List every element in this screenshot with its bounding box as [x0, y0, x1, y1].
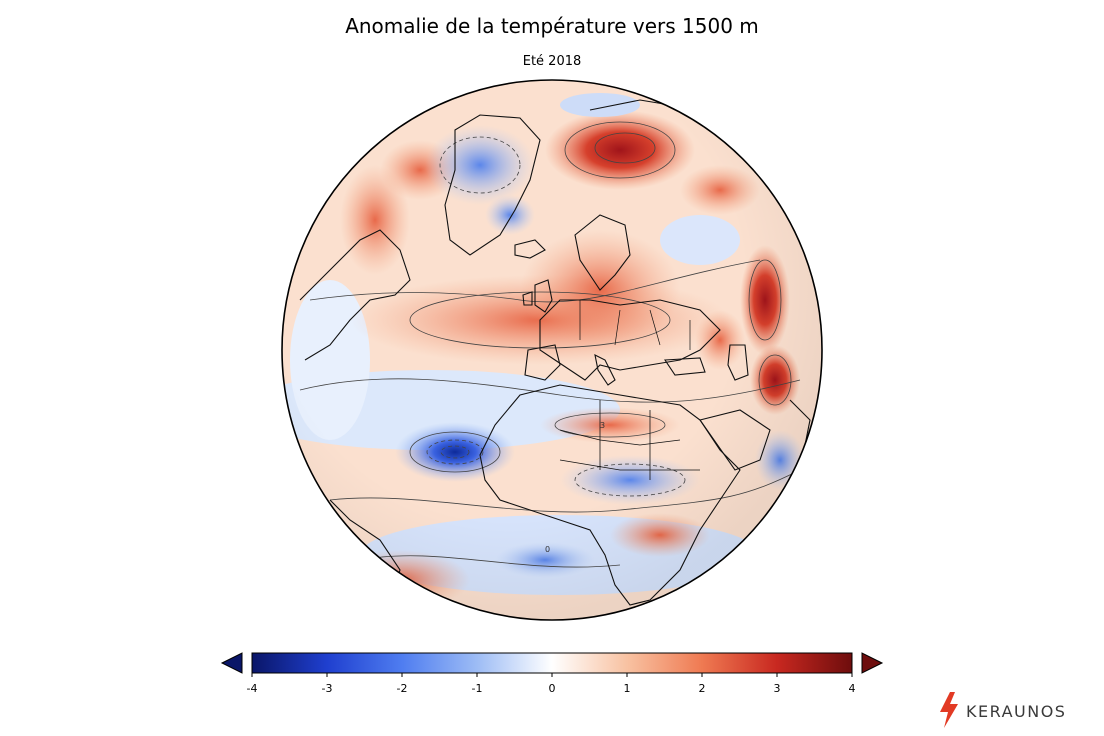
lightning-bolt-icon: [940, 692, 958, 728]
colorbar-tick-label: 2: [699, 682, 706, 695]
brand-name: KERAUNOS: [966, 702, 1067, 721]
colorbar-tick-label: 0: [549, 682, 556, 695]
colorbar-tick-label: -2: [397, 682, 408, 695]
colorbar-bar: [251, 652, 853, 674]
globe-shade: [282, 80, 822, 620]
colorbar-tick-label: -4: [247, 682, 258, 695]
colorbar-max-extend-arrow: [861, 652, 884, 674]
colorbar-min-extend-arrow: [220, 652, 243, 674]
chart-title: Anomalie de la température vers 1500 m: [345, 14, 759, 38]
chart-subtitle: Eté 2018: [522, 54, 582, 69]
colorbar-tick-label: 4: [849, 682, 856, 695]
colorbar-tick-label: -3: [322, 682, 333, 695]
colorbar-tick-label: 1: [624, 682, 631, 695]
colorbar-ticks: -4 -3 -2 -1 0 1 2 3 4: [247, 673, 856, 695]
colorbar-tick-label: -1: [472, 682, 483, 695]
globe-outline: [281, 79, 823, 621]
colorbar-tick-label: 3: [774, 682, 781, 695]
brand-logo: KERAUNOS: [936, 690, 1101, 732]
